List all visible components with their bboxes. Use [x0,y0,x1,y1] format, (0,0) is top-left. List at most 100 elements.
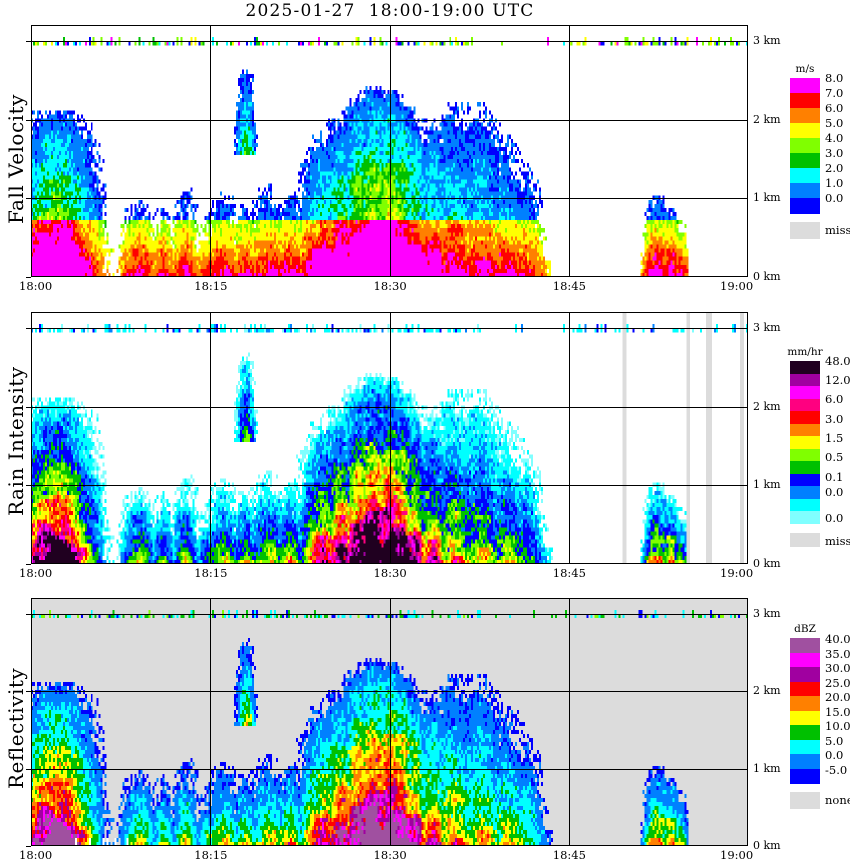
altitude-tick-label: 0 km [753,557,781,570]
colorbar-swatch [790,78,820,94]
colorbar-swatch [790,638,820,654]
colorbar-tick-label: 5.0 [825,733,844,748]
colorbar-tick-label: 2.0 [825,161,844,175]
colorbar-missing-swatch [790,792,820,809]
time-tick-label: 18:45 [552,848,586,862]
altitude-tick-mark [26,769,31,770]
time-tick-label: 18:00 [19,848,53,862]
colorbar-swatch [790,696,820,712]
time-tick-label: 18:15 [194,279,228,293]
altitude-tick-mark [26,614,31,615]
colorbar-tick-label: 1.0 [825,176,844,190]
colorbar-swatch [790,436,820,450]
time-tick-label: 19:00 [720,566,754,580]
gridline-vertical [569,312,570,564]
colorbar-swatch [790,361,820,375]
colorbar-swatch [790,168,820,184]
colorbar-tick-label: 10.0 [825,719,850,733]
gridline-vertical [210,312,211,564]
altitude-tick-label: 2 km [753,112,781,126]
colorbar-tick-label: 6.0 [825,101,844,115]
altitude-tick-label: 2 km [753,684,781,697]
altitude-tick-mark [26,691,31,692]
colorbar-swatch [790,461,820,475]
colorbar-swatch [790,667,820,683]
gridline-vertical [210,598,211,846]
heatmap-rain-intensity [31,312,748,564]
colorbar-tick-label: 30.0 [825,661,850,675]
colorbar-swatch [790,768,820,784]
gridline-horizontal [31,769,748,770]
colorbar-missing-swatch [790,532,820,547]
colorbar-swatch [790,411,820,425]
altitude-tick-mark [26,198,31,199]
time-tick-label: 18:30 [373,848,407,862]
colorbar-tick-label: 6.0 [825,392,844,407]
altitude-tick-label: 3 km [753,606,781,620]
colorbar-missing-label: miss [825,223,850,237]
colorbar-tick-label: 8.0 [825,71,844,85]
altitude-tick-label: 1 km [753,191,781,205]
time-tick-label: 18:15 [194,848,228,862]
colorbar-tick-label: 48.0 [825,354,850,368]
colorbar-swatch [790,473,820,487]
gridline-horizontal [31,614,748,615]
altitude-tick-mark [26,485,31,486]
colorbar-swatch [790,423,820,437]
colorbar-swatch [790,739,820,755]
colorbar-tick-label: 3.0 [825,146,844,160]
gridline-horizontal [31,328,748,329]
gridline-horizontal [31,485,748,486]
panel-rain-intensity [31,312,748,564]
altitude-tick-mark [26,846,31,847]
colorbar-swatch [790,138,820,154]
colorbar-rain-intensity: mm/hr 48.0 12.0 6.0 3.0 1.5 0.5 0.1 0.0 0.0 miss [787,346,850,564]
colorbar-swatch [790,198,820,214]
heatmap-fall-velocity [31,25,748,277]
colorbar-tick-label: 0.1 [825,469,844,484]
colorbar-missing-swatch [790,222,820,239]
colorbar-tick-label: 35.0 [825,646,850,661]
altitude-tick-mark [26,564,31,565]
ylabel-rain-intensity: Rain Intensity [4,366,28,517]
colorbar-swatch [790,108,820,124]
colorbar-swatch [790,153,820,169]
colorbar-swatch [790,448,820,462]
time-tick-label: 18:45 [552,279,586,293]
time-tick-label: 18:30 [373,279,407,293]
colorbar-missing-label: miss [825,533,850,548]
colorbar-tick-label: 0.0 [825,484,844,499]
panel-reflectivity [31,598,748,846]
colorbar-tick-label: 1.5 [825,430,844,445]
time-tick-label: 18:00 [19,566,53,580]
colorbar-tick-label: 40.0 [825,632,850,646]
colorbar-swatch [790,710,820,726]
gridline-horizontal [31,198,748,199]
ylabel-fall-velocity: Fall Velocity [4,93,28,224]
time-tick-label: 18:15 [194,566,228,580]
colorbar-swatch [790,725,820,741]
heatmap-reflectivity [31,598,748,846]
altitude-tick-label: 0 km [753,839,781,852]
colorbar-swatch [790,386,820,400]
colorbar-swatch [790,398,820,412]
colorbar-tick-label: 20.0 [825,690,850,704]
time-tick-label: 19:00 [720,848,754,862]
colorbar-units-label: m/s [795,63,815,75]
altitude-tick-mark [26,328,31,329]
colorbar-fall-velocity: m/s 8.0 7.0 6.0 5.0 4.0 3.0 2.0 1.0 0.0 miss [790,63,850,253]
colorbar-swatch [790,373,820,387]
panel-fall-velocity [31,25,748,277]
colorbar-tick-label: 0.5 [825,450,844,465]
gridline-vertical [390,25,391,277]
gridline-horizontal [31,407,748,408]
colorbar-units-label: dBZ [794,623,816,635]
colorbar-tick-label: 5.0 [825,116,844,130]
time-tick-label: 18:45 [552,566,586,580]
gridline-horizontal [31,41,748,42]
ylabel-reflectivity: Reflectivity [4,667,28,790]
gridline-vertical [569,598,570,846]
colorbar-swatch [790,93,820,109]
colorbar-tick-label: 7.0 [825,86,844,100]
